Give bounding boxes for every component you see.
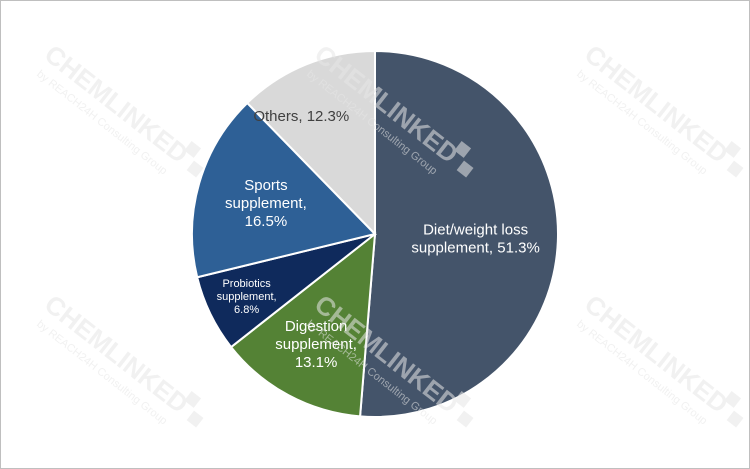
pie-slice-diet-weight-loss-supplement bbox=[358, 49, 559, 418]
watermark-tagline: by REACH24H Consulting Group bbox=[574, 318, 709, 427]
watermark-tagline: by REACH24H Consulting Group bbox=[574, 68, 709, 177]
watermark-logo-mark bbox=[186, 410, 204, 428]
slice-label-line: Others, 12.3% bbox=[253, 108, 349, 125]
watermark-brand: CHEMLINKED bbox=[39, 39, 194, 169]
slice-label-line: Diet/weight loss bbox=[423, 221, 528, 238]
slice-label-line: supplement, bbox=[217, 291, 277, 303]
slice-label-line: Sports bbox=[244, 177, 287, 194]
watermark-logo-mark bbox=[724, 390, 742, 408]
slice-label-line: supplement, bbox=[225, 195, 307, 212]
slice-label-line: 6.8% bbox=[234, 304, 259, 316]
slice-label: Sports supplement, 16.5% bbox=[225, 177, 307, 230]
pie-slice-digestion-supplement bbox=[229, 231, 377, 418]
pie-slice-others bbox=[245, 49, 376, 237]
watermark-brand: CHEMLINKED bbox=[579, 289, 734, 419]
watermark-logo-mark bbox=[724, 140, 742, 158]
slice-label-line: Digestion bbox=[285, 318, 348, 335]
watermark-brand: CHEMLINKED bbox=[39, 289, 194, 419]
watermark-logo-mark bbox=[726, 160, 744, 178]
watermark-brand: CHEMLINKED bbox=[579, 39, 734, 169]
pie-slices bbox=[191, 49, 559, 418]
slice-label: Probiotics supplement, 6.8% bbox=[217, 278, 277, 316]
slice-label-line: supplement, bbox=[275, 336, 357, 353]
watermark-logo-mark bbox=[456, 410, 474, 428]
watermark-logo-mark bbox=[184, 390, 202, 408]
slice-label: Others, 12.3% bbox=[253, 108, 349, 125]
slice-label: Digestion supplement, 13.1% bbox=[275, 318, 357, 371]
slice-label-line: supplement, 51.3% bbox=[411, 239, 539, 256]
watermark-tagline: by REACH24H Consulting Group bbox=[34, 68, 169, 177]
slice-label: Diet/weight loss supplement, 51.3% bbox=[411, 221, 539, 256]
watermark-tagline: by REACH24H Consulting Group bbox=[34, 318, 169, 427]
pie-slice-sports-supplement bbox=[191, 101, 377, 279]
slice-label-line: 16.5% bbox=[245, 213, 288, 230]
slice-label-line: 13.1% bbox=[295, 354, 338, 371]
pie-labels: Diet/weight loss supplement, 51.3% Digesti… bbox=[217, 108, 540, 371]
slice-label-line: Probiotics bbox=[222, 278, 271, 290]
watermark-logo-mark bbox=[726, 410, 744, 428]
watermark-logo-mark bbox=[184, 140, 202, 158]
